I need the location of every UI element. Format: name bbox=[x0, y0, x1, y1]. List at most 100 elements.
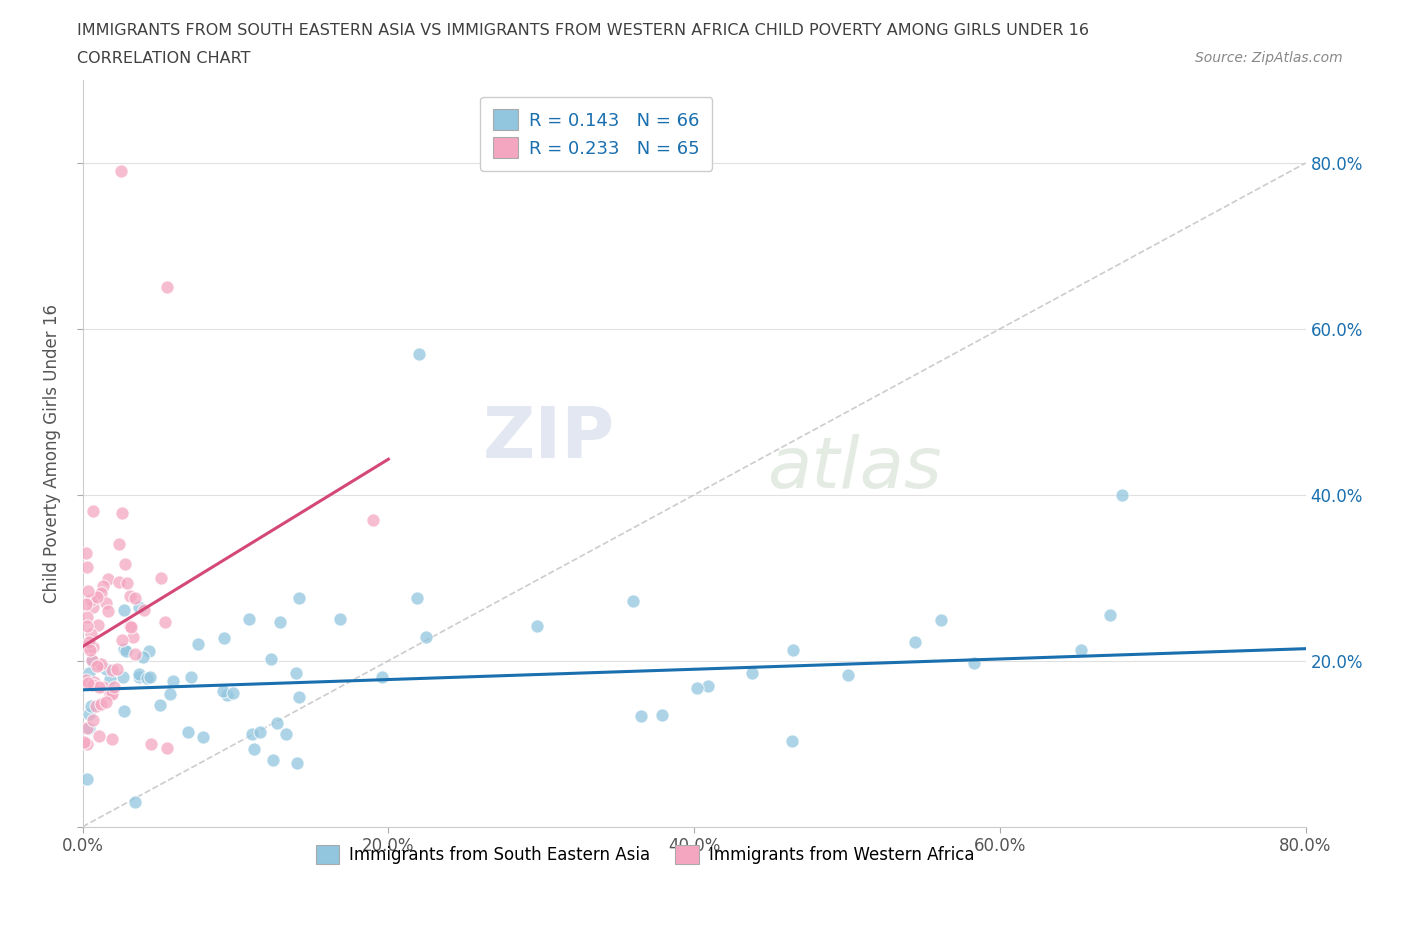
Point bbox=[124, 647, 146, 662]
Point bbox=[621, 594, 644, 609]
Point bbox=[76, 609, 98, 624]
Point bbox=[108, 537, 131, 551]
Point bbox=[238, 612, 260, 627]
Point bbox=[80, 652, 103, 667]
Point bbox=[111, 632, 134, 647]
Point bbox=[837, 668, 859, 683]
Point bbox=[118, 589, 141, 604]
Point bbox=[1099, 608, 1122, 623]
Point bbox=[110, 164, 132, 179]
Point bbox=[76, 618, 98, 633]
Point bbox=[114, 556, 136, 571]
Point bbox=[97, 571, 120, 586]
Point bbox=[82, 504, 104, 519]
Point bbox=[82, 677, 104, 692]
Point bbox=[76, 721, 98, 736]
Point bbox=[212, 684, 235, 699]
Point bbox=[98, 671, 121, 686]
Point bbox=[107, 661, 129, 676]
Point bbox=[76, 772, 98, 787]
Point bbox=[111, 670, 134, 684]
Point bbox=[415, 630, 437, 644]
Point bbox=[77, 635, 100, 650]
Point bbox=[149, 698, 172, 712]
Point bbox=[73, 735, 96, 750]
Text: atlas: atlas bbox=[768, 433, 942, 503]
Point bbox=[82, 639, 104, 654]
Point bbox=[139, 670, 162, 684]
Point bbox=[124, 794, 146, 809]
Point bbox=[156, 740, 179, 755]
Point bbox=[963, 656, 986, 671]
Point bbox=[87, 729, 110, 744]
Point bbox=[122, 630, 145, 644]
Point bbox=[93, 680, 115, 695]
Point bbox=[83, 675, 105, 690]
Point bbox=[90, 586, 112, 601]
Point bbox=[80, 698, 103, 713]
Text: IMMIGRANTS FROM SOUTH EASTERN ASIA VS IMMIGRANTS FROM WESTERN AFRICA CHILD POVER: IMMIGRANTS FROM SOUTH EASTERN ASIA VS IM… bbox=[77, 23, 1090, 38]
Point bbox=[82, 712, 104, 727]
Point bbox=[94, 695, 117, 710]
Point bbox=[138, 644, 160, 658]
Point bbox=[150, 571, 173, 586]
Point bbox=[782, 642, 804, 657]
Point bbox=[741, 665, 763, 680]
Point bbox=[329, 612, 352, 627]
Point bbox=[408, 346, 430, 361]
Point bbox=[93, 578, 115, 593]
Point bbox=[162, 674, 184, 689]
Point bbox=[115, 576, 138, 591]
Point bbox=[118, 618, 141, 633]
Point bbox=[526, 618, 548, 633]
Point bbox=[86, 658, 108, 673]
Point bbox=[114, 704, 136, 719]
Point bbox=[156, 280, 179, 295]
Point bbox=[76, 583, 98, 598]
Point bbox=[249, 724, 271, 739]
Text: ZIP: ZIP bbox=[482, 404, 614, 473]
Point bbox=[100, 686, 122, 701]
Point bbox=[77, 675, 100, 690]
Point bbox=[177, 724, 200, 739]
Point bbox=[87, 618, 110, 632]
Point bbox=[132, 603, 155, 618]
Point bbox=[75, 596, 97, 611]
Point bbox=[240, 726, 263, 741]
Point bbox=[132, 650, 155, 665]
Point bbox=[212, 631, 235, 645]
Point bbox=[98, 686, 121, 701]
Point bbox=[76, 639, 98, 654]
Point bbox=[1070, 643, 1092, 658]
Point bbox=[780, 734, 803, 749]
Point bbox=[124, 591, 146, 605]
Point bbox=[135, 671, 157, 686]
Text: Source: ZipAtlas.com: Source: ZipAtlas.com bbox=[1195, 51, 1343, 65]
Y-axis label: Child Poverty Among Girls Under 16: Child Poverty Among Girls Under 16 bbox=[44, 304, 60, 603]
Point bbox=[287, 690, 309, 705]
Point bbox=[80, 627, 103, 642]
Point bbox=[97, 604, 120, 618]
Point bbox=[86, 589, 108, 604]
Point bbox=[243, 741, 266, 756]
Point bbox=[76, 737, 98, 751]
Point bbox=[90, 697, 112, 711]
Point bbox=[77, 707, 100, 722]
Point bbox=[84, 698, 107, 713]
Point bbox=[262, 753, 284, 768]
Point bbox=[686, 681, 709, 696]
Point bbox=[76, 560, 98, 575]
Point bbox=[287, 755, 309, 770]
Point bbox=[193, 730, 215, 745]
Point bbox=[222, 685, 245, 700]
Point bbox=[187, 637, 209, 652]
Point bbox=[79, 592, 101, 607]
Point bbox=[120, 619, 142, 634]
Point bbox=[112, 641, 135, 656]
Point bbox=[276, 726, 298, 741]
Point bbox=[103, 680, 125, 695]
Point bbox=[929, 612, 952, 627]
Text: CORRELATION CHART: CORRELATION CHART bbox=[77, 51, 250, 66]
Point bbox=[651, 708, 673, 723]
Point bbox=[75, 672, 97, 687]
